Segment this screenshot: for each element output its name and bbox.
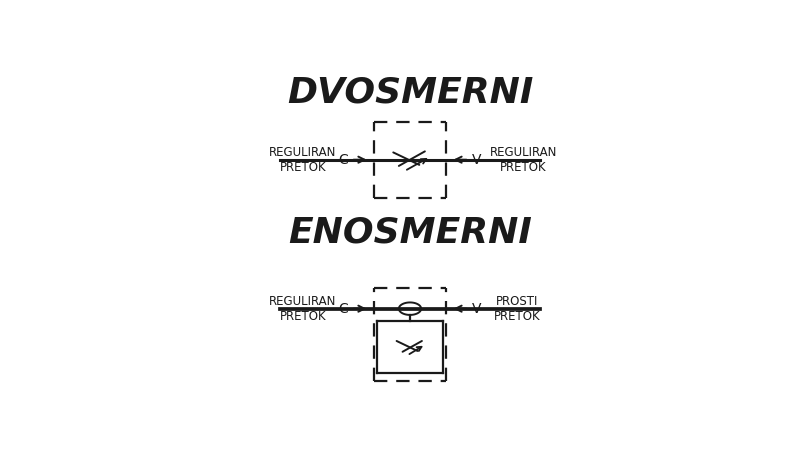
Text: PRETOK: PRETOK [494, 310, 540, 323]
Text: V: V [472, 302, 481, 316]
Text: V: V [472, 153, 481, 166]
Text: ENOSMERNI: ENOSMERNI [288, 216, 532, 249]
Text: PRETOK: PRETOK [280, 161, 326, 174]
Text: PRETOK: PRETOK [500, 161, 546, 174]
Text: C: C [338, 302, 348, 316]
Text: DVOSMERNI: DVOSMERNI [287, 75, 533, 109]
Text: REGULIRAN: REGULIRAN [270, 145, 337, 158]
Text: C: C [338, 153, 348, 166]
Text: PROSTI: PROSTI [496, 295, 538, 307]
Text: REGULIRAN: REGULIRAN [490, 145, 557, 158]
Text: PRETOK: PRETOK [280, 310, 326, 323]
Text: REGULIRAN: REGULIRAN [270, 295, 337, 307]
